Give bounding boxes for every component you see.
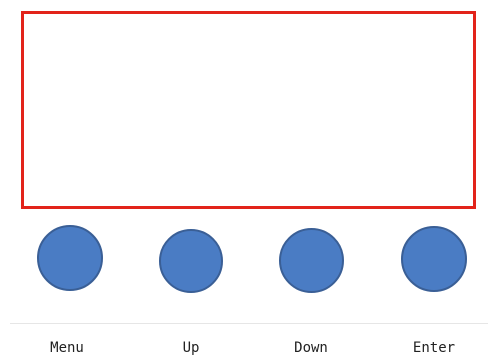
enter-button[interactable] — [401, 226, 467, 292]
menu-button-label: Menu — [50, 340, 84, 356]
up-button-label: Up — [182, 340, 200, 356]
enter-button-label: Enter — [412, 340, 456, 356]
divider-line — [10, 323, 488, 324]
down-button[interactable] — [279, 228, 344, 293]
down-button-label: Down — [294, 340, 328, 356]
display-screen — [21, 11, 476, 209]
menu-button[interactable] — [37, 225, 103, 291]
up-button[interactable] — [159, 229, 223, 293]
